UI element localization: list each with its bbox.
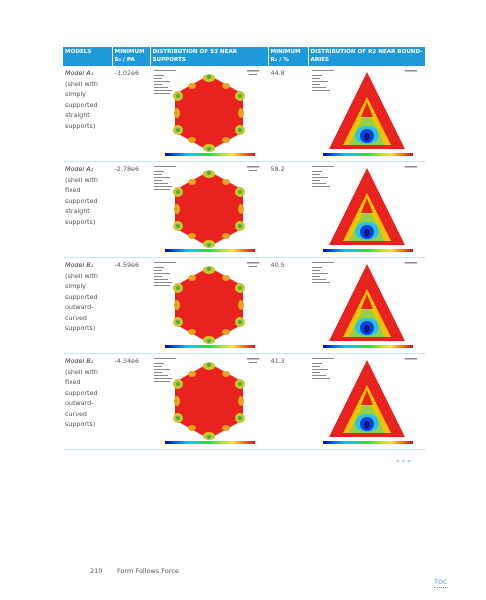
s3-plot — [151, 355, 267, 447]
header-cell: MINIMUM R₂ / % — [268, 47, 309, 66]
r2-value: 41.3 — [268, 353, 309, 450]
s3-plot — [151, 67, 267, 159]
table-body: Model A₁ (shell with simply supported st… — [63, 66, 426, 450]
model-cell: Model A₁ (shell with simply supported st… — [63, 66, 113, 162]
book-title: Form Follows Force — [117, 567, 179, 575]
r2-value: 44.8 — [268, 66, 309, 162]
r2-plot — [309, 259, 425, 351]
header-cell: MINIMUM S₃ / PA — [112, 47, 151, 66]
table-row: Model B₂ (shell with fixed supported out… — [63, 353, 426, 450]
r2-value: 40.5 — [268, 257, 309, 354]
model-name: Model A₁ — [65, 69, 94, 77]
s3-plot — [151, 163, 267, 255]
model-description: (shell with fixed supported straight sup… — [65, 175, 98, 226]
r2-plot — [309, 67, 425, 159]
header-row: MODELS MINIMUM S₃ / PA DISTRIBUTION OF S3 … — [63, 47, 426, 66]
s3-plot-cell — [150, 66, 269, 162]
r2-plot-cell — [308, 161, 426, 258]
r2-plot — [309, 355, 425, 447]
results-table: MODELS MINIMUM S₃ / PA DISTRIBUTION OF S3 … — [63, 47, 426, 450]
r2-plot-cell — [308, 66, 426, 162]
model-cell: Model B₁ (shell with simply supported ou… — [63, 257, 113, 354]
r2-plot — [309, 163, 425, 255]
s3-value: -4.34e6 — [112, 353, 151, 450]
header-cell: DISTRIBUTION OF S3 NEAR SUPPORTS — [150, 47, 269, 66]
s3-plot-cell — [150, 353, 269, 450]
model-cell: Model A₂ (shell with fixed supported str… — [63, 161, 113, 258]
model-name: Model A₂ — [65, 165, 94, 173]
toc-link[interactable]: TOC — [434, 578, 448, 588]
s3-plot-cell — [150, 257, 269, 354]
table-row: Model A₂ (shell with fixed supported str… — [63, 161, 426, 258]
model-cell: Model B₂ (shell with fixed supported out… — [63, 353, 113, 450]
model-description: (shell with simply supported straight su… — [65, 79, 98, 130]
header-cell: DISTRIBUTION OF R2 NEAR BOUND­ARIES — [308, 47, 426, 66]
header-cell: MODELS — [63, 47, 113, 66]
s3-plot-cell — [150, 161, 269, 258]
model-name: Model B₁ — [65, 261, 94, 269]
page-number: 210 — [90, 567, 103, 575]
s3-value: -3.02e6 — [112, 66, 151, 162]
r2-plot-cell — [308, 257, 426, 354]
model-name: Model B₂ — [65, 357, 94, 365]
table-row: Model A₁ (shell with simply supported st… — [63, 66, 426, 162]
s3-plot — [151, 259, 267, 351]
continue-mark: » » » — [396, 458, 411, 465]
table-row: Model B₁ (shell with simply supported ou… — [63, 257, 426, 354]
r2-value: 58.2 — [268, 161, 309, 258]
r2-plot-cell — [308, 353, 426, 450]
model-description: (shell with fixed supported outward-curv… — [65, 367, 98, 429]
s3-value: -2.78e6 — [112, 161, 151, 258]
model-description: (shell with simply supported outward-cur… — [65, 271, 98, 333]
s3-value: -4.59e6 — [112, 257, 151, 354]
